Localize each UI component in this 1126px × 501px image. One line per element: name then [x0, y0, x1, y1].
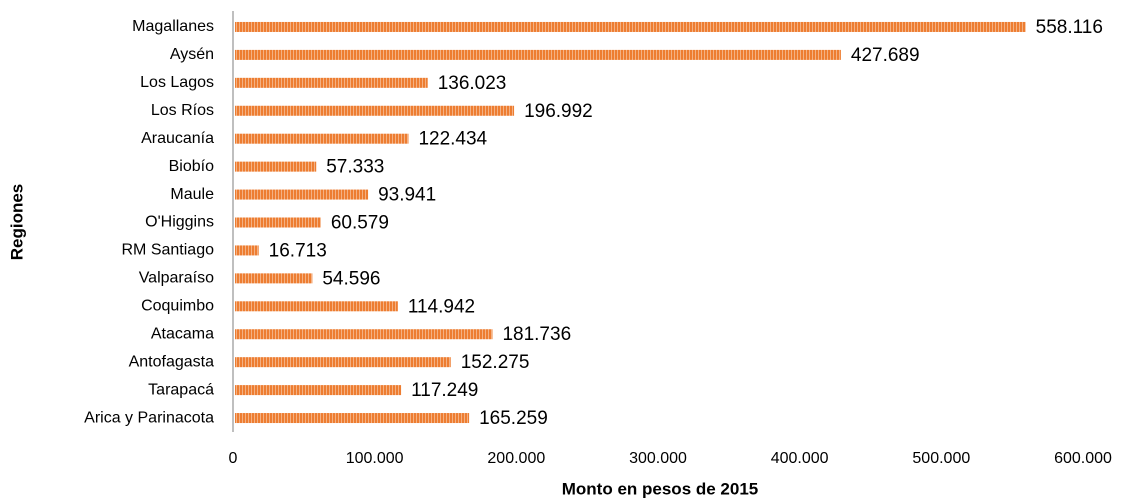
value-label: 117.249 — [411, 380, 478, 401]
bar — [235, 21, 1026, 32]
x-axis-title: Monto en pesos de 2015 — [562, 479, 759, 498]
y-tick-label: Antofagasta — [129, 353, 215, 370]
bar — [235, 301, 398, 312]
value-label: 60.579 — [331, 213, 389, 234]
bar — [235, 189, 369, 200]
bar — [235, 161, 317, 172]
bar — [235, 49, 841, 60]
bar — [235, 133, 409, 144]
value-label: 54.596 — [322, 268, 380, 289]
x-tick-label: 500.000 — [912, 450, 970, 467]
y-axis-title: Regiones — [7, 184, 26, 261]
x-tick-label: 0 — [229, 450, 238, 467]
bar — [235, 273, 313, 284]
bar — [235, 385, 402, 396]
value-label: 122.434 — [418, 129, 487, 150]
y-tick-label: Tarapacá — [148, 381, 214, 398]
value-label: 57.333 — [326, 157, 384, 178]
y-tick-label: O'Higgins — [145, 214, 214, 231]
y-tick-label: Coquimbo — [141, 298, 214, 315]
bar — [235, 329, 493, 340]
value-label: 165.259 — [479, 408, 548, 429]
value-label: 114.942 — [408, 296, 475, 317]
y-tick-label: Maule — [170, 186, 214, 203]
y-tick-label: Valparaíso — [139, 270, 214, 287]
y-tick-label: Magallanes — [132, 18, 214, 35]
bar — [235, 105, 515, 116]
x-tick-label: 600.000 — [1054, 450, 1112, 467]
x-tick-label: 300.000 — [629, 450, 687, 467]
x-tick-label: 200.000 — [487, 450, 545, 467]
value-label: 152.275 — [461, 352, 530, 373]
x-tick-label: 100.000 — [346, 450, 404, 467]
value-label: 136.023 — [438, 73, 507, 94]
bar — [235, 217, 321, 228]
x-tick-label: 400.000 — [771, 450, 829, 467]
y-tick-label: Atacama — [151, 325, 214, 342]
value-label: 427.689 — [851, 45, 920, 66]
value-label: 181.736 — [502, 324, 571, 345]
value-label: 93.941 — [378, 185, 436, 206]
y-tick-label: Aysén — [170, 46, 214, 63]
value-label: 558.116 — [1036, 17, 1103, 38]
y-tick-label: Arica y Parinacota — [84, 409, 214, 426]
y-tick-label: Los Lagos — [140, 74, 214, 91]
y-tick-label: Los Ríos — [151, 102, 214, 119]
bar — [235, 77, 428, 88]
y-tick-label: Araucanía — [141, 130, 214, 147]
bar — [235, 245, 259, 256]
bar — [235, 357, 451, 368]
bar — [235, 413, 470, 424]
value-label: 16.713 — [269, 240, 327, 261]
y-tick-label: RM Santiago — [122, 242, 215, 259]
y-tick-label: Biobío — [169, 158, 214, 175]
value-label: 196.992 — [524, 101, 593, 122]
